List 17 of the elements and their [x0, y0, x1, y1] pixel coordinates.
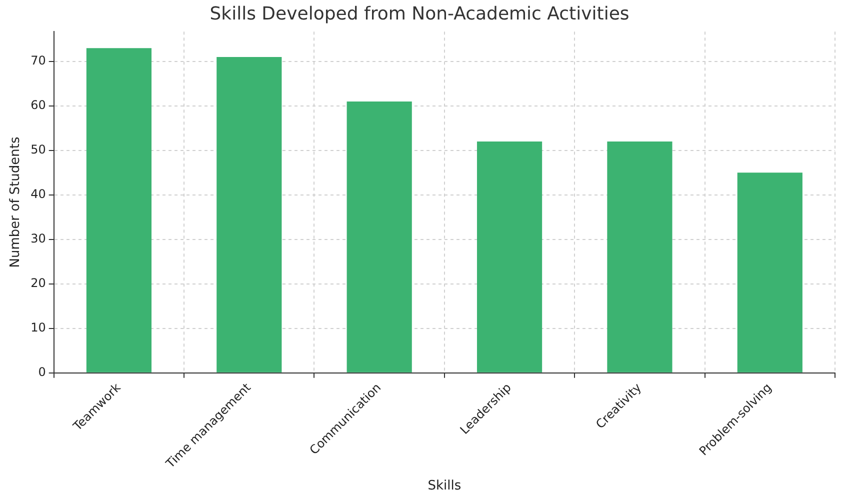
bar	[476, 142, 542, 372]
bar	[607, 142, 672, 372]
y-tick-label: 0	[38, 365, 46, 380]
y-tick-label: 60	[30, 98, 46, 112]
y-tick-label: 20	[30, 276, 46, 290]
bar	[86, 48, 152, 372]
x-axis-title: Skills	[428, 478, 462, 494]
bar	[216, 56, 282, 372]
y-tick-label: 50	[30, 142, 46, 157]
y-axis-title: Number of Students	[8, 136, 24, 268]
chart-title: Skills Developed from Non-Academic Activities	[210, 3, 630, 24]
y-tick-label: 30	[30, 232, 46, 246]
bar	[737, 172, 802, 372]
y-tick-label: 70	[30, 54, 46, 68]
y-tick-label: 10	[30, 320, 46, 335]
bar	[346, 101, 412, 372]
y-tick-label: 40	[30, 187, 46, 202]
